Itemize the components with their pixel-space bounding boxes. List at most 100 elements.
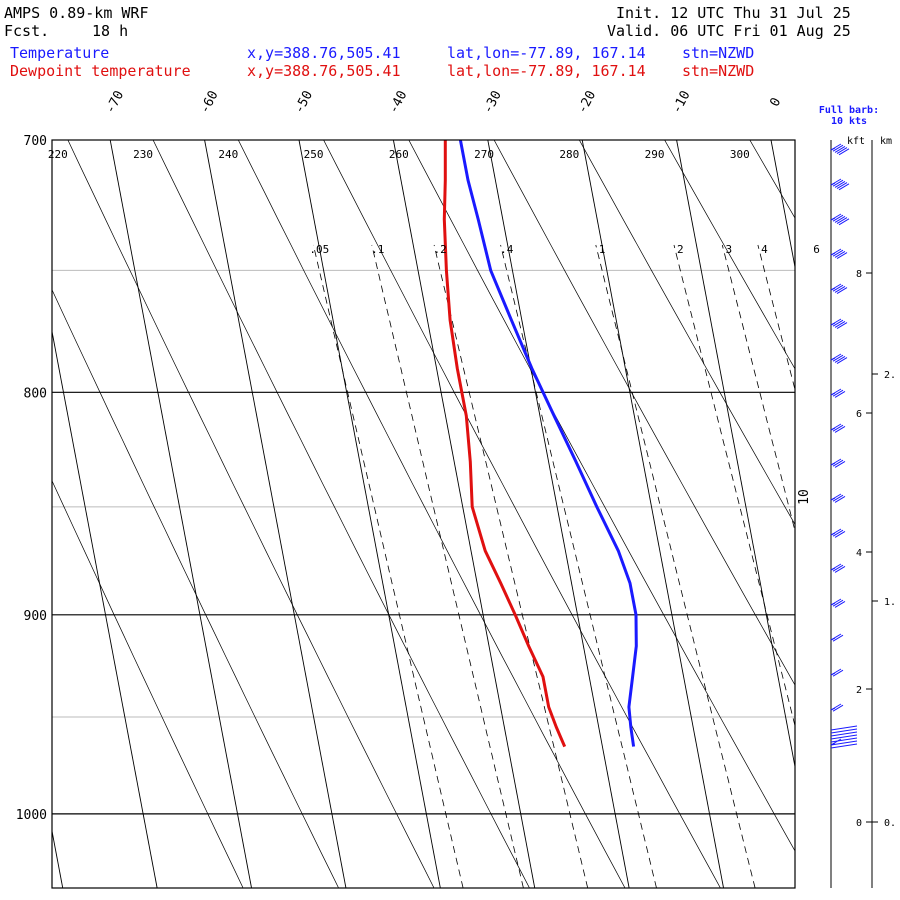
wind-barb [830, 213, 850, 226]
wind-barb [830, 283, 848, 295]
temperature-profile [458, 140, 638, 747]
wind-barb [830, 248, 848, 260]
wind-barb [830, 633, 844, 642]
wind-barb-feather [838, 148, 850, 156]
wind-barb-feather [832, 669, 844, 677]
wind-barb [830, 703, 844, 712]
dewpoint-legend: Dewpoint temperature [10, 62, 191, 80]
dewpoint-profile [442, 140, 567, 748]
mixing-ratio-label-4: 1 [599, 243, 606, 256]
wind-barb [830, 353, 848, 365]
dry-adiabats [52, 140, 795, 888]
kft-label-4: 4 [856, 548, 862, 559]
wind-barb-feather [838, 183, 850, 191]
wind-barb-feather [834, 180, 846, 188]
wind-barb-feather [832, 599, 844, 607]
wind-barb-feather [834, 215, 846, 223]
isotherm-10 [865, 140, 900, 888]
isotherm--50 [298, 140, 441, 888]
dewpoint-xy: x,y=388.76,505.41 [247, 62, 401, 80]
temperature-label-0: 0 [767, 95, 784, 109]
isotherm--10 [676, 140, 795, 770]
wind-barb [830, 563, 846, 573]
dry-adiabat-260 [408, 140, 795, 852]
mixing-ratio-label-7: 4 [761, 243, 768, 256]
dry-adiabat-210 [52, 289, 339, 888]
wind-barb-feather [836, 287, 848, 295]
isotherm--80 [52, 329, 158, 888]
isotherm--90 [52, 828, 64, 888]
wind-barb-feather [834, 425, 846, 433]
theta-label-250: 250 [304, 148, 324, 161]
wind-barb-feather [830, 318, 842, 326]
wind-barb-feather [830, 528, 842, 536]
wind-barb-feather [836, 322, 848, 330]
mixing-ratio-line-8 [810, 245, 900, 888]
wind-barb-feather [832, 319, 844, 327]
wind-barb-feather [830, 734, 858, 740]
kft-label-6: 6 [856, 409, 862, 420]
dewpoint-station: stn=NZWD [682, 62, 755, 80]
wind-barb [830, 493, 846, 503]
wind-barb-feather [830, 740, 858, 746]
wind-barb [830, 388, 846, 398]
wind-barb [830, 528, 846, 538]
pressure-label-1000: 1000 [16, 808, 47, 823]
kft-label-0: 0 [856, 818, 862, 829]
dry-adiabat-290 [664, 140, 795, 370]
wind-barb-feather [836, 147, 848, 155]
wind-barb-feather [832, 529, 844, 537]
mixing-ratio-label-3: .4 [500, 243, 514, 256]
wind-barb-feather [832, 214, 844, 222]
wind-barb-feather [832, 704, 844, 712]
wind-barb-feather [830, 283, 842, 291]
theta-label-300: 300 [730, 148, 750, 161]
wind-barb-feather [834, 460, 846, 468]
wind-barb-feather [830, 213, 842, 221]
temperature-label--30: -30 [481, 88, 505, 116]
init-time: Init. 12 UTC Thu 31 Jul 25 [616, 4, 851, 22]
temperature-legend: Temperature [10, 44, 110, 62]
mixing-ratio-line-5 [673, 244, 795, 728]
mixing-ratio-line-9 [879, 245, 900, 888]
major-isobars [52, 391, 795, 815]
wind-barb-feather [830, 725, 858, 731]
mixing-ratio-line-0 [313, 244, 464, 888]
theta-label-230: 230 [133, 148, 153, 161]
wind-barb-feather [830, 493, 842, 501]
mixing-ratio-line-1 [371, 244, 524, 888]
temperature-xy: x,y=388.76,505.41 [247, 44, 401, 62]
mixing-ratio-line-3 [500, 244, 657, 888]
temperature-label--60: -60 [197, 88, 221, 116]
theta-label-290: 290 [645, 148, 665, 161]
wind-barb-feather [834, 250, 846, 258]
theta-label-260: 260 [389, 148, 409, 161]
kft-label: kft [847, 136, 865, 147]
barb-legend-line1: Full barb: [819, 105, 879, 116]
mixing-ratio-line-6 [721, 244, 795, 533]
wind-barb-feather [832, 424, 844, 432]
wind-barb-feather [830, 178, 842, 186]
wind-barb-feather [830, 738, 842, 746]
pressure-label-900: 900 [24, 609, 47, 624]
wind-barb-feather [830, 423, 842, 431]
wind-barb-feather [832, 634, 844, 642]
wind-barb-feather [830, 563, 842, 571]
wind-barb-feather [834, 320, 846, 328]
pressure-label-700: 700 [24, 134, 47, 149]
dry-adiabat-300 [749, 140, 795, 219]
wind-barb-feather [830, 731, 858, 737]
wind-barb [830, 423, 846, 433]
dry-adiabat-240 [237, 140, 626, 888]
wind-barb-feather [834, 600, 846, 608]
mixing-ratio-label-5: 2 [677, 243, 684, 256]
km-label-0: 0. [884, 818, 896, 829]
wind-barb-feather [836, 357, 848, 365]
temperature-latlon: lat,lon=-77.89, 167.14 [447, 44, 646, 62]
mixing-ratio-label-2: .2 [433, 243, 446, 256]
wind-barb-feather [830, 598, 842, 606]
temperature-label--20: -20 [575, 88, 599, 116]
wind-barb-feather [832, 249, 844, 257]
